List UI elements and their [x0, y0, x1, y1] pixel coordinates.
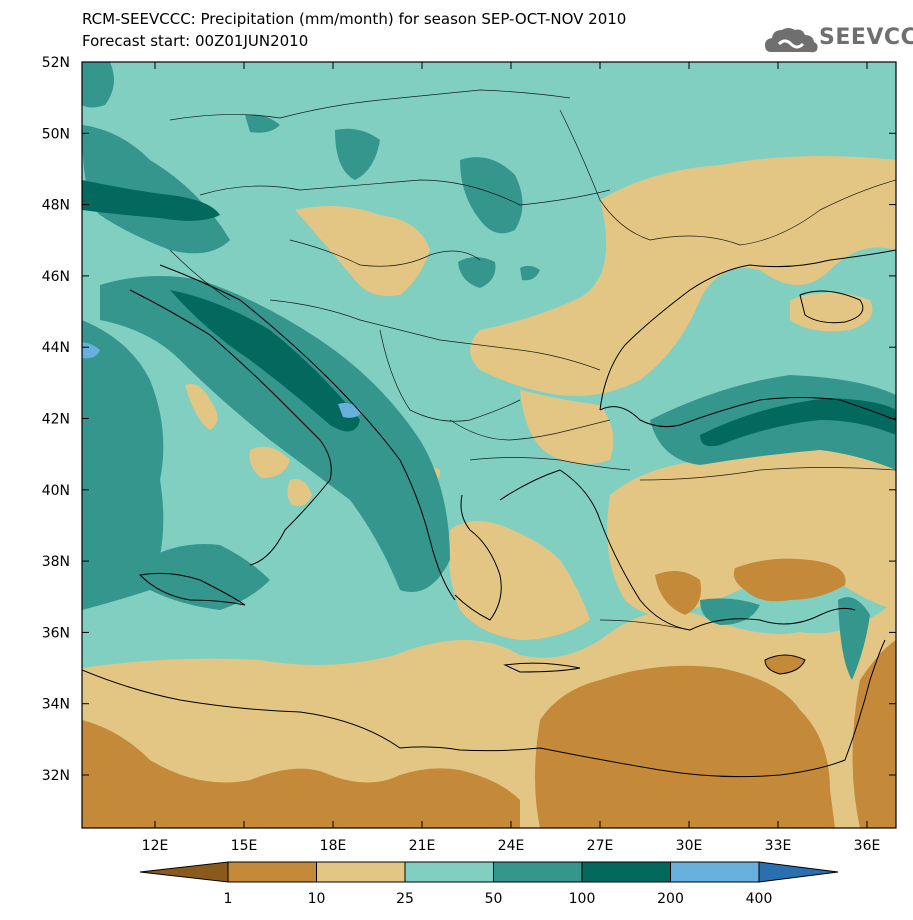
coastlines [82, 249, 896, 778]
lon-tick-label: 27E [587, 838, 614, 854]
lat-tick-label: 40N [42, 483, 70, 499]
colorbar-bin [493, 861, 583, 883]
region-wet-mid-romania [458, 257, 496, 288]
colorbar-label: 400 [746, 891, 773, 907]
region-dry-dark-libya-egypt [535, 665, 835, 828]
country-borders [169, 89, 896, 631]
colorbar-lower-extension [139, 861, 229, 883]
logo-text: SEEVCCC [819, 25, 913, 50]
lon-tick-label: 18E [320, 838, 347, 854]
region-dry-dark-anatolia-1 [655, 571, 701, 615]
lon-tick-label: 15E [231, 838, 258, 854]
region-dry-crimea [790, 292, 873, 332]
region-wet-mid-italy-south [145, 544, 270, 610]
region-dry-tyrrhenian [287, 479, 312, 507]
lat-tick-label: 38N [42, 554, 70, 570]
region-dry-ukraine [470, 156, 896, 396]
lat-tick-label: 36N [42, 625, 70, 641]
colorbar-label: 100 [569, 891, 596, 907]
map-frame [81, 61, 897, 829]
colorbar-upper-extension [758, 861, 839, 883]
region-wet-mid-northwest [82, 62, 114, 108]
colorbar-label: 50 [485, 891, 503, 907]
region-wet-mid-levant-coast [838, 597, 870, 680]
region-wet-blue-corsica [82, 342, 100, 359]
lat-tick-label: 48N [42, 198, 70, 214]
lat-tick-label: 46N [42, 269, 70, 285]
seevccc-logo: SEEVCCC [765, 24, 913, 58]
lat-tick-label: 50N [42, 126, 70, 142]
colorbar-label: 200 [657, 891, 684, 907]
region-wet-mid-adriatic [100, 276, 450, 592]
region-dry-dark-cyprus [765, 655, 805, 674]
lon-tick-label: 24E [498, 838, 525, 854]
region-dry-dark-levant [852, 640, 896, 828]
lon-tick-label: 21E [409, 838, 436, 854]
region-wet-dark-alps [82, 180, 220, 221]
colorbar: 1 10 25 50 100 200 400 [139, 861, 839, 907]
colorbar-bin [316, 861, 406, 883]
region-dry-hungary [295, 206, 430, 296]
lon-tick-label: 33E [765, 838, 792, 854]
lat-tick-label: 34N [42, 697, 70, 713]
colorbar-bin [670, 861, 760, 883]
map-title: RCM-SEEVCCC: Precipitation (mm/month) fo… [82, 10, 627, 28]
region-wet-dark-dalmatia [170, 290, 360, 432]
lat-tick-label: 52N [42, 55, 70, 71]
lat-tick-label: 42N [42, 412, 70, 428]
region-dry-dark-westafrica [82, 720, 520, 828]
region-wet-mid-czech [335, 128, 380, 180]
colorbar-label: 10 [308, 891, 326, 907]
lon-tick-label: 12E [142, 838, 169, 854]
region-wet-dark-pontic [700, 398, 896, 447]
colorbar-label: 25 [396, 891, 414, 907]
region-wet-mid-west [82, 320, 164, 610]
lat-axis: 52N 50N 48N 46N 44N 42N 40N 38N 36N 34N 32N [42, 55, 896, 784]
lon-tick-label: 36E [854, 838, 881, 854]
region-dry-adriatic-coast [249, 446, 290, 478]
forecast-start-label: Forecast start: 00Z01JUN2010 [82, 32, 309, 50]
precipitation-field [82, 62, 896, 828]
lat-tick-label: 44N [42, 340, 70, 356]
lon-axis: 12E 15E 18E 21E 24E 27E 30E 33E 36E [142, 62, 881, 854]
region-dry-ionian [185, 384, 218, 430]
colorbar-bin [404, 861, 494, 883]
colorbar-bin [581, 861, 671, 883]
region-dry-bulgaria [520, 390, 614, 464]
region-dry-dark-anatolia-2 [733, 558, 846, 602]
lat-tick-label: 32N [42, 768, 70, 784]
cloud-logo-icon [765, 28, 818, 53]
colorbar-label: 1 [224, 891, 233, 907]
region-dry-greece [448, 521, 590, 640]
lon-tick-label: 30E [676, 838, 703, 854]
region-wet-mid-romania-2 [520, 265, 540, 281]
region-wet-mid-carpathian [460, 157, 523, 234]
region-wet-mid-alps [82, 125, 230, 254]
colorbar-bin [227, 861, 317, 883]
region-wet-mid-poland [245, 114, 280, 133]
